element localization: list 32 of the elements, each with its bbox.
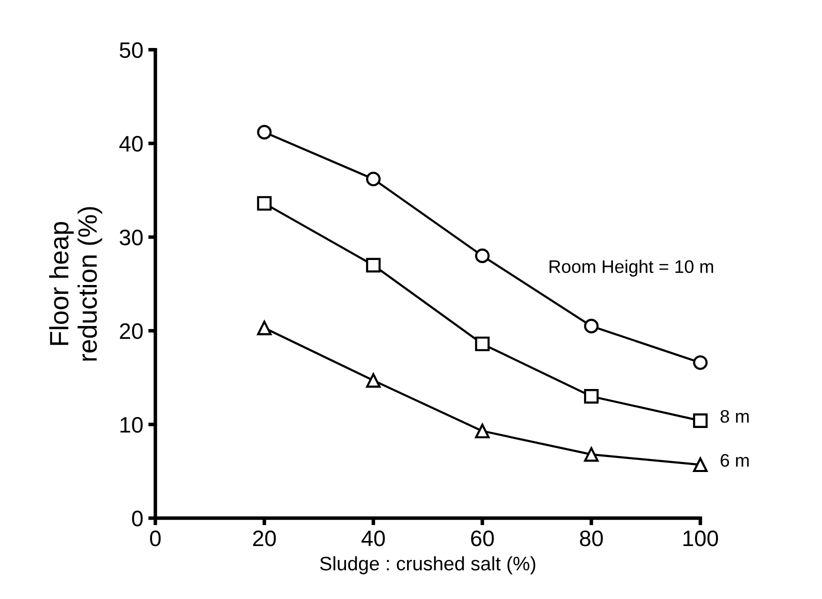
x-axis-title: Sludge : crushed salt (%) (320, 556, 536, 574)
point (257, 196, 272, 211)
series-label: Room Height = 10 m (550, 260, 714, 277)
point (475, 336, 490, 352)
point (584, 318, 599, 334)
y-tick-label: 50 (120, 42, 143, 58)
point (584, 389, 599, 404)
point (693, 355, 708, 370)
point (257, 320, 272, 336)
x-tick-label: 0 (150, 530, 161, 546)
y-axis-title: Floor heap reduction (%) (49, 207, 102, 361)
x-tick-label: 100 (684, 530, 718, 546)
series-label: 8 m (720, 410, 749, 423)
point (475, 248, 490, 264)
y-tick-label: 30 (120, 230, 143, 246)
y-tick-label: 40 (119, 136, 143, 152)
point (693, 457, 708, 472)
x-tick-label: 40 (362, 530, 385, 546)
series-label: 6 m (720, 454, 749, 467)
point (366, 172, 381, 186)
point (257, 124, 272, 140)
y-tick-label: 0 (132, 510, 143, 526)
x-tick-label: 20 (253, 530, 276, 546)
x-tick-label: 60 (471, 530, 494, 546)
x-tick-label: 80 (580, 530, 603, 546)
point (584, 447, 599, 462)
point (366, 258, 381, 272)
point (475, 424, 490, 438)
point (366, 373, 381, 388)
y-tick-label: 20 (120, 323, 143, 340)
point (693, 413, 708, 428)
y-tick-label: 10 (120, 416, 143, 433)
